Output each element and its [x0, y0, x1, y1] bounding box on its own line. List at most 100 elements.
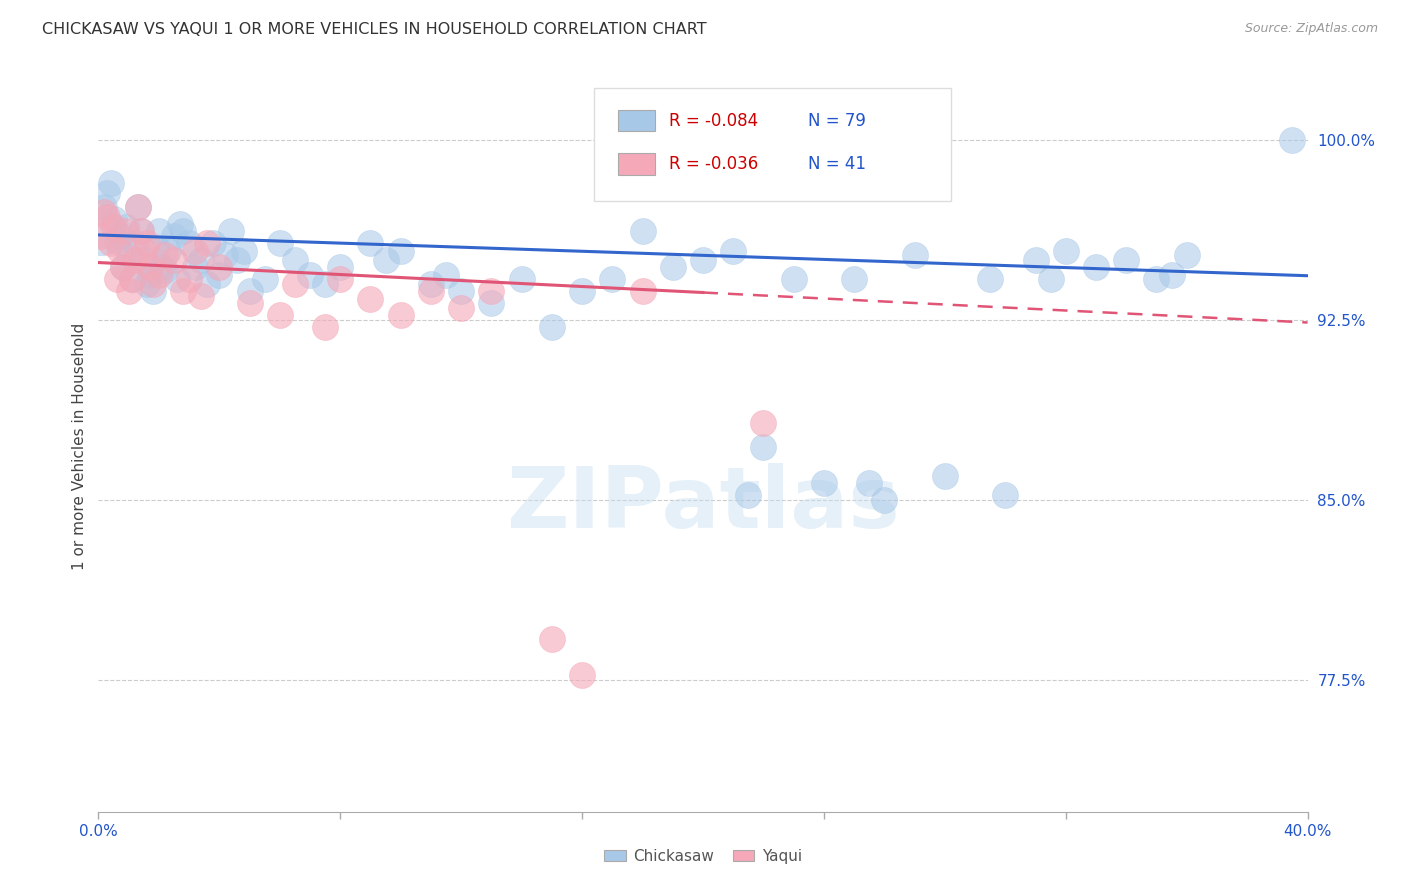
- Point: [540, 632, 562, 646]
- Point: [450, 301, 472, 315]
- Point: [105, 272, 128, 286]
- Point: [1054, 244, 1077, 258]
- Point: [163, 253, 186, 268]
- Point: [129, 224, 152, 238]
- Point: [253, 272, 276, 286]
- Point: [111, 260, 134, 275]
- Point: [571, 668, 593, 682]
- Point: [108, 244, 131, 258]
- Point: [108, 229, 131, 244]
- Point: [232, 244, 254, 258]
- Point: [90, 224, 112, 238]
- Y-axis label: 1 or more Vehicles in Household: 1 or more Vehicles in Household: [72, 322, 87, 570]
- Text: ZIPatlas: ZIPatlas: [506, 463, 900, 546]
- Point: [202, 236, 225, 251]
- Legend: Chickasaw, Yaqui: Chickasaw, Yaqui: [598, 843, 808, 870]
- Point: [269, 236, 291, 251]
- Point: [132, 244, 155, 258]
- Point: [1160, 268, 1182, 282]
- Point: [139, 268, 162, 282]
- Point: [813, 476, 835, 491]
- Point: [135, 277, 157, 292]
- Point: [208, 260, 231, 275]
- Point: [139, 260, 162, 275]
- Point: [299, 268, 322, 282]
- Point: [118, 285, 141, 299]
- Point: [450, 285, 472, 299]
- FancyBboxPatch shape: [595, 87, 950, 201]
- Point: [374, 253, 396, 268]
- Point: [661, 260, 683, 275]
- Point: [904, 248, 927, 262]
- Point: [934, 469, 956, 483]
- Point: [1024, 253, 1046, 268]
- Point: [692, 253, 714, 268]
- Point: [100, 177, 122, 191]
- Point: [737, 488, 759, 502]
- Text: R = -0.036: R = -0.036: [669, 155, 758, 173]
- Point: [994, 488, 1017, 502]
- Point: [93, 205, 115, 219]
- Point: [329, 272, 352, 286]
- Point: [1115, 253, 1137, 268]
- Point: [114, 224, 136, 238]
- Point: [153, 248, 176, 262]
- Point: [195, 277, 218, 292]
- Point: [166, 272, 188, 286]
- Point: [172, 224, 194, 238]
- Point: [284, 277, 307, 292]
- Point: [481, 296, 503, 310]
- Point: [172, 285, 194, 299]
- Text: N = 41: N = 41: [808, 155, 866, 173]
- Point: [419, 277, 441, 292]
- Point: [148, 224, 170, 238]
- Point: [124, 253, 146, 268]
- Point: [184, 260, 207, 275]
- Point: [105, 234, 128, 248]
- Point: [148, 268, 170, 282]
- Point: [389, 308, 412, 322]
- Point: [752, 440, 775, 454]
- Point: [858, 476, 880, 491]
- Point: [1039, 272, 1062, 286]
- Point: [103, 219, 125, 234]
- Point: [132, 253, 155, 268]
- Point: [100, 236, 122, 251]
- Point: [314, 320, 336, 334]
- Point: [90, 229, 112, 244]
- Point: [169, 217, 191, 231]
- Point: [979, 272, 1001, 286]
- Point: [118, 248, 141, 262]
- Point: [153, 262, 176, 277]
- Point: [540, 320, 562, 334]
- Point: [190, 253, 212, 268]
- Point: [103, 212, 125, 227]
- Point: [360, 292, 382, 306]
- Point: [177, 272, 201, 286]
- Point: [226, 253, 249, 268]
- Point: [142, 277, 165, 292]
- Point: [121, 272, 143, 286]
- Point: [96, 186, 118, 200]
- Point: [1144, 272, 1167, 286]
- Point: [752, 416, 775, 430]
- Point: [129, 224, 152, 238]
- Point: [221, 224, 243, 238]
- Point: [1085, 260, 1108, 275]
- Point: [1281, 133, 1303, 147]
- Point: [360, 236, 382, 251]
- Text: N = 79: N = 79: [808, 112, 866, 129]
- Point: [329, 260, 352, 275]
- FancyBboxPatch shape: [619, 153, 655, 176]
- Point: [434, 268, 457, 282]
- Point: [873, 492, 896, 507]
- Text: Source: ZipAtlas.com: Source: ZipAtlas.com: [1244, 22, 1378, 36]
- Point: [156, 244, 179, 258]
- Point: [127, 200, 149, 214]
- Point: [844, 272, 866, 286]
- Point: [114, 219, 136, 234]
- Point: [127, 200, 149, 214]
- Point: [571, 285, 593, 299]
- Text: R = -0.084: R = -0.084: [669, 112, 758, 129]
- Point: [481, 285, 503, 299]
